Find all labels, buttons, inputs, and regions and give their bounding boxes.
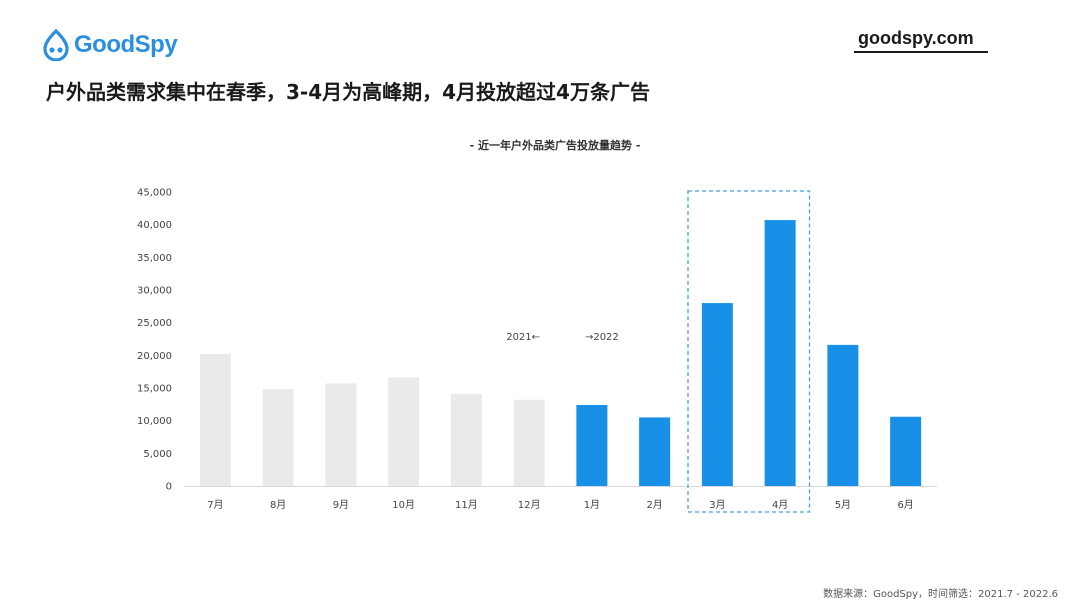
y-axis: 0 5,000 10,000 15,000 20,000 25,000 30,000 35,0… [137, 188, 172, 493]
logo-text: GoodSpy [74, 31, 178, 58]
year-note-2022: →2022 [585, 332, 619, 343]
page-title: 户外品类需求集中在春季，3-4月为高峰期，4月投放超过4万条广告 [46, 80, 650, 104]
y-tick-label: 0 [166, 482, 172, 493]
x-tick-label: 11月 [455, 499, 478, 511]
bar-9月 [325, 383, 357, 486]
bar-3月 [701, 303, 733, 486]
bar-10月 [388, 377, 420, 486]
data-source: 数据来源：GoodSpy，时间筛选：2021.7 - 2022.6 [823, 589, 1058, 600]
bar-8月 [262, 389, 294, 486]
bar-12月 [513, 399, 545, 486]
site-link[interactable]: goodspy.com [858, 28, 974, 48]
y-tick-label: 35,000 [137, 253, 172, 264]
x-axis: 7月 8月 9月 10月 11月 12月 1月 2月 3月 4月 5月 6月 [184, 486, 937, 511]
bars [199, 220, 922, 487]
bar-7月 [199, 354, 231, 486]
x-tick-label: 6月 [897, 499, 913, 511]
bar-5月 [827, 344, 859, 486]
bar-4月 [764, 220, 796, 487]
y-tick-label: 5,000 [143, 449, 172, 460]
x-tick-label: 12月 [518, 499, 541, 511]
x-tick-label: 1月 [584, 499, 600, 511]
y-tick-label: 15,000 [137, 384, 172, 395]
chart-title: - 近一年户外品类广告投放量趋势 - [470, 138, 641, 152]
year-note-2021: 2021← [506, 332, 540, 343]
highlight-box [687, 190, 811, 513]
bar-2月 [639, 417, 671, 486]
logo-icon [43, 29, 69, 61]
y-tick-label: 25,000 [137, 318, 172, 329]
goodspy-logo: GoodSpy [42, 28, 178, 62]
site-underline [854, 51, 988, 53]
x-tick-label: 10月 [392, 499, 415, 511]
y-tick-label: 45,000 [137, 188, 172, 199]
x-tick-label: 9月 [333, 499, 349, 511]
bar-6月 [890, 416, 922, 486]
x-tick-label: 8月 [270, 499, 286, 511]
x-tick-label: 7月 [207, 499, 223, 511]
y-tick-label: 20,000 [137, 351, 172, 362]
x-tick-label: 3月 [709, 499, 725, 511]
bar-1月 [576, 404, 608, 486]
y-tick-label: 10,000 [137, 416, 172, 427]
y-tick-label: 30,000 [137, 286, 172, 297]
x-tick-label: 5月 [835, 499, 851, 511]
x-tick-label: 2月 [646, 499, 662, 511]
bar-11月 [450, 393, 482, 486]
y-tick-label: 40,000 [137, 220, 172, 231]
x-tick-label: 4月 [772, 499, 788, 511]
year-notes: 2021← →2022 [506, 332, 619, 343]
bar-chart: - 近一年户外品类广告投放量趋势 - 0 5,000 10,000 15,000 20,… [137, 138, 937, 513]
